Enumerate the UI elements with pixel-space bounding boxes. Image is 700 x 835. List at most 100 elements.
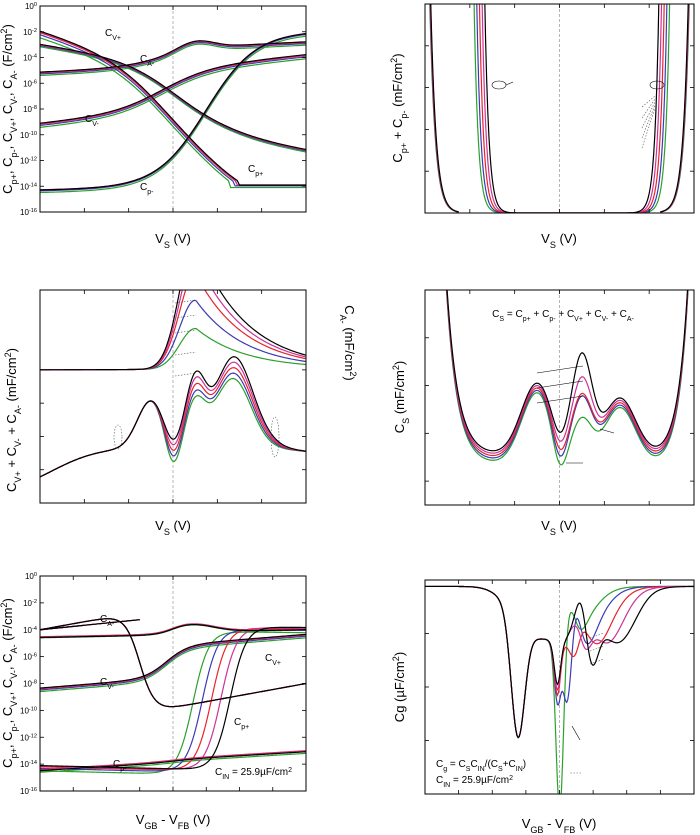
text-span: 2 [3,352,13,357]
text-span: p- [399,110,409,118]
leader-line [174,329,197,334]
text-span: C [0,184,15,193]
text-span: ) [0,598,15,602]
curve-left-outer [429,4,459,213]
text-span: A- [147,61,155,68]
text-span: = 25.9µF/cm [450,775,509,786]
x-axis-label: VS (V) [155,518,191,537]
curve-right-outer [660,4,690,213]
text-span: C [140,54,147,65]
text-span: = C [447,759,466,770]
curve-cv-minus [40,56,306,127]
text-span: 2 [391,365,401,370]
text-span: 2 [391,656,401,661]
text-span: (V) [575,816,596,831]
text-span: V [541,518,550,533]
curve-ca-minus [40,624,306,639]
text-span: + C [4,414,19,438]
curve-cs [446,290,689,457]
y-tick-label: 10-8 [23,105,37,114]
text-span: (mF/cm [390,63,405,111]
x-axis-label: VGB - VFB (V) [522,816,597,835]
tick-exponent: -12 [29,157,37,163]
plot-area [40,576,306,791]
text-span: C [470,759,477,770]
tick-exponent: -14 [29,182,37,188]
tick-exponent: -10 [29,706,37,712]
leader-line [174,372,197,377]
x-axis-label: VS (V) [541,518,577,537]
tick-base: 10 [20,208,29,217]
text-span: V+ [13,471,23,482]
y-tick-label: 10-4 [23,54,37,63]
text-span: A- [107,621,115,628]
tick-exponent: -4 [32,54,37,60]
leader-line [536,395,584,404]
curve-cv-plus [40,43,306,151]
tick-exponent: -2 [32,599,37,605]
text-span: ) [4,348,19,352]
plot-area [40,6,306,212]
curve-cv-minus [40,635,306,691]
annotation-cp-minus: Cp- [140,182,154,196]
text-span: V- [9,96,19,105]
y-axis-label: CV+ + CV- + CA- (mF/cm2) [3,348,23,492]
y-axis-label-right: CA- (mF/cm2) [338,305,358,381]
leader-line [571,725,581,741]
tick-exponent: -6 [32,79,37,85]
y-tick-label: 10-12 [20,733,37,742]
text-span: p+ [9,748,19,758]
curve-right-1000x [559,4,668,213]
y-tick-label: 10-2 [23,28,37,37]
curve-cv-plus [40,631,306,774]
marker-ellipse [113,424,123,450]
text-span: S [401,418,411,424]
text-span: (mF/cm [342,324,357,372]
text-span: V [155,518,164,533]
equation-cin: CIN = 25.9µF/cm2 [436,775,513,789]
tick-base: 10 [23,599,32,608]
leader-line [599,428,615,434]
text-span: + C [608,309,627,320]
text-span: V- [13,438,23,447]
y-tick-label: 10-6 [23,79,37,88]
tick-base: 10 [20,157,29,166]
leader-line [589,645,605,652]
y-tick-label: 10-16 [20,787,37,796]
annotation-cin: CIN = 25.9µF/cm2 [215,767,292,781]
text-span: (mF/cm [4,357,19,405]
text-span: 2 [0,603,9,608]
text-span: /(C [485,759,498,770]
curve-cs [446,290,689,452]
text-span: C [85,114,92,125]
text-span: (V) [189,812,210,827]
text-span: , C [0,707,15,724]
text-span: C [392,424,407,433]
leader-line [641,107,656,149]
annotation-cv-minus: CV- [100,677,115,691]
text-span: 2 [509,775,513,782]
y-tick-label: 10-14 [20,182,37,191]
curve-cp-plus [40,35,306,194]
text-span: p+ [241,724,249,731]
y-tick-label: 100 [25,2,37,11]
text-span: GB [530,825,543,835]
tick-base: 10 [23,680,32,689]
annotation-cv-minus: CV- [85,114,100,128]
curve-cv-plus [40,626,306,770]
text-span: + C [390,119,405,143]
text-span: C [392,713,407,722]
text-span: V+ [574,316,583,323]
text-span: V [541,231,550,246]
text-span: V [155,231,164,246]
text-span: IN [443,782,450,789]
text-span: V [136,812,145,827]
curve-left-1000x [425,0,560,224]
annotation-ca-minus: CA- [100,614,115,628]
y-axis-label: Cp+, Cp-, CV+, CV-, CA- (F/cm2) [0,598,19,768]
annotation-cv-plus: CV+ [105,28,121,42]
curve-cv-minus [40,58,306,128]
equation-cs: CS = Cp+ + Cp- + CV+ + CV- + CA- [492,309,634,323]
text-span: V+ [112,35,121,42]
panel-a: 10-1610-1410-1210-1010-810-610-410-2100C… [0,2,307,250]
